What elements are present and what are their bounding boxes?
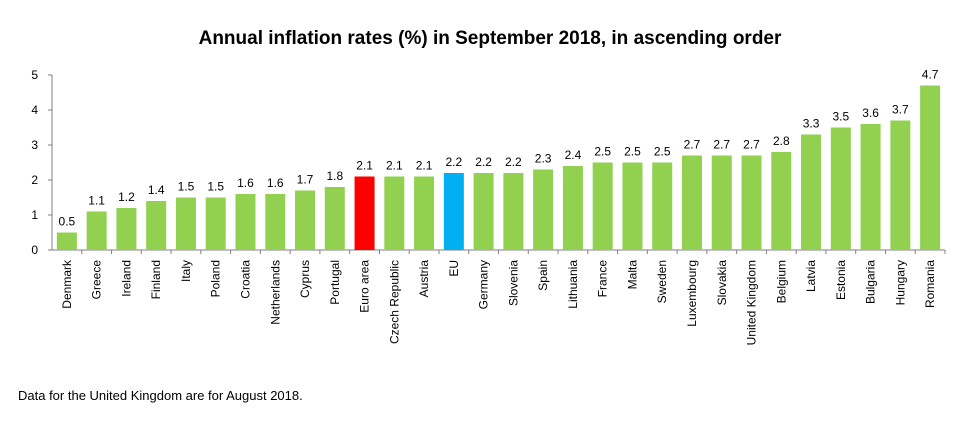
x-tick-label: Greece	[90, 260, 104, 300]
y-tick-label: 4	[31, 103, 38, 117]
bar	[443, 173, 464, 250]
bar	[920, 85, 941, 250]
y-tick-label: 2	[31, 173, 38, 187]
x-tick-label: Ireland	[119, 260, 133, 297]
bar-value-label: 1.8	[326, 169, 343, 183]
y-tick-label: 3	[31, 138, 38, 152]
footnote: Data for the United Kingdom are for Augu…	[18, 388, 303, 403]
x-tick-label: Euro area	[358, 260, 372, 313]
bar-value-label: 3.3	[803, 117, 820, 131]
x-tick-label: United Kingdom	[745, 260, 759, 345]
x-tick-label: Luxembourg	[685, 260, 699, 327]
x-tick-label: Croatia	[238, 260, 252, 299]
bar	[652, 162, 673, 250]
bar	[830, 127, 851, 250]
bar-value-label: 2.3	[535, 152, 552, 166]
bar-value-label: 2.2	[475, 155, 492, 169]
bar-value-label: 2.7	[684, 138, 701, 152]
bar	[533, 169, 554, 250]
bar	[56, 232, 77, 250]
y-tick-label: 5	[31, 68, 38, 82]
bar-value-label: 1.6	[237, 176, 254, 190]
bar-value-label: 2.2	[446, 155, 463, 169]
bar	[503, 173, 524, 250]
x-tick-label: Denmark	[60, 259, 74, 309]
x-tick-label: Slovakia	[715, 260, 729, 306]
bar-value-label: 1.5	[178, 180, 195, 194]
bar	[175, 197, 196, 250]
y-tick-label: 1	[31, 208, 38, 222]
bar-value-label: 2.5	[624, 145, 641, 159]
bar	[741, 155, 762, 250]
bar-value-label: 0.5	[59, 215, 76, 229]
bar-value-label: 2.7	[713, 138, 730, 152]
x-tick-label: Poland	[209, 260, 223, 297]
bar-value-label: 2.7	[743, 138, 760, 152]
bar	[116, 208, 137, 250]
bar	[622, 162, 643, 250]
bar	[890, 120, 911, 250]
bar-value-label: 2.4	[565, 148, 582, 162]
bar-value-label: 1.4	[148, 183, 165, 197]
bar	[473, 173, 494, 250]
x-tick-label: Estonia	[834, 260, 848, 300]
bar-value-label: 2.1	[386, 159, 403, 173]
x-tick-label: Sweden	[655, 260, 669, 303]
x-tick-label: Austria	[417, 260, 431, 298]
bar	[205, 197, 226, 250]
x-tick-label: Lithuania	[566, 260, 580, 309]
x-tick-label: Latvia	[804, 260, 818, 292]
bar	[681, 155, 702, 250]
bar-value-label: 1.6	[267, 176, 284, 190]
bar	[324, 187, 345, 250]
x-tick-label: Portugal	[328, 260, 342, 305]
bar	[235, 194, 256, 250]
x-tick-label: EU	[447, 260, 461, 277]
bar	[354, 176, 375, 250]
bar-value-label: 1.5	[207, 180, 224, 194]
x-tick-label: Hungary	[893, 260, 907, 305]
x-tick-label: Czech Republic	[387, 260, 401, 344]
x-tick-label: Slovenia	[506, 260, 520, 306]
x-tick-label: Finland	[149, 260, 163, 299]
y-tick-label: 0	[31, 243, 38, 257]
bar	[711, 155, 732, 250]
bar-value-label: 2.5	[654, 145, 671, 159]
x-tick-label: Romania	[923, 260, 937, 308]
x-tick-label: Cyprus	[298, 260, 312, 298]
bar	[414, 176, 435, 250]
bar-value-label: 3.7	[892, 103, 909, 117]
x-tick-label: Bulgaria	[864, 260, 878, 304]
bar	[771, 152, 792, 250]
bar-value-label: 4.7	[922, 68, 939, 82]
bar-value-label: 1.1	[88, 194, 105, 208]
x-tick-label: Spain	[536, 260, 550, 291]
bar	[295, 190, 316, 250]
bar-value-label: 1.2	[118, 190, 135, 204]
bar-value-label: 2.8	[773, 134, 790, 148]
bar-value-label: 3.6	[862, 106, 879, 120]
x-tick-label: Italy	[179, 260, 193, 282]
x-tick-label: France	[596, 260, 610, 298]
x-tick-label: Germany	[477, 260, 491, 309]
bar	[265, 194, 286, 250]
bar	[801, 134, 822, 250]
chart-title: Annual inflation rates (%) in September …	[198, 28, 782, 49]
x-tick-label: Netherlands	[268, 260, 282, 325]
bar-value-label: 2.1	[356, 159, 373, 173]
bar-value-label: 3.5	[832, 110, 849, 124]
bar	[592, 162, 613, 250]
x-tick-label: Malta	[625, 260, 639, 290]
bar-value-label: 1.7	[297, 173, 314, 187]
bar-value-label: 2.1	[416, 159, 433, 173]
bar-value-label: 2.2	[505, 155, 522, 169]
bar	[86, 211, 107, 250]
x-tick-label: Belgium	[774, 260, 788, 303]
bar	[562, 166, 583, 250]
bar	[146, 201, 167, 250]
bar	[860, 124, 881, 250]
bar-value-label: 2.5	[594, 145, 611, 159]
bar	[384, 176, 405, 250]
